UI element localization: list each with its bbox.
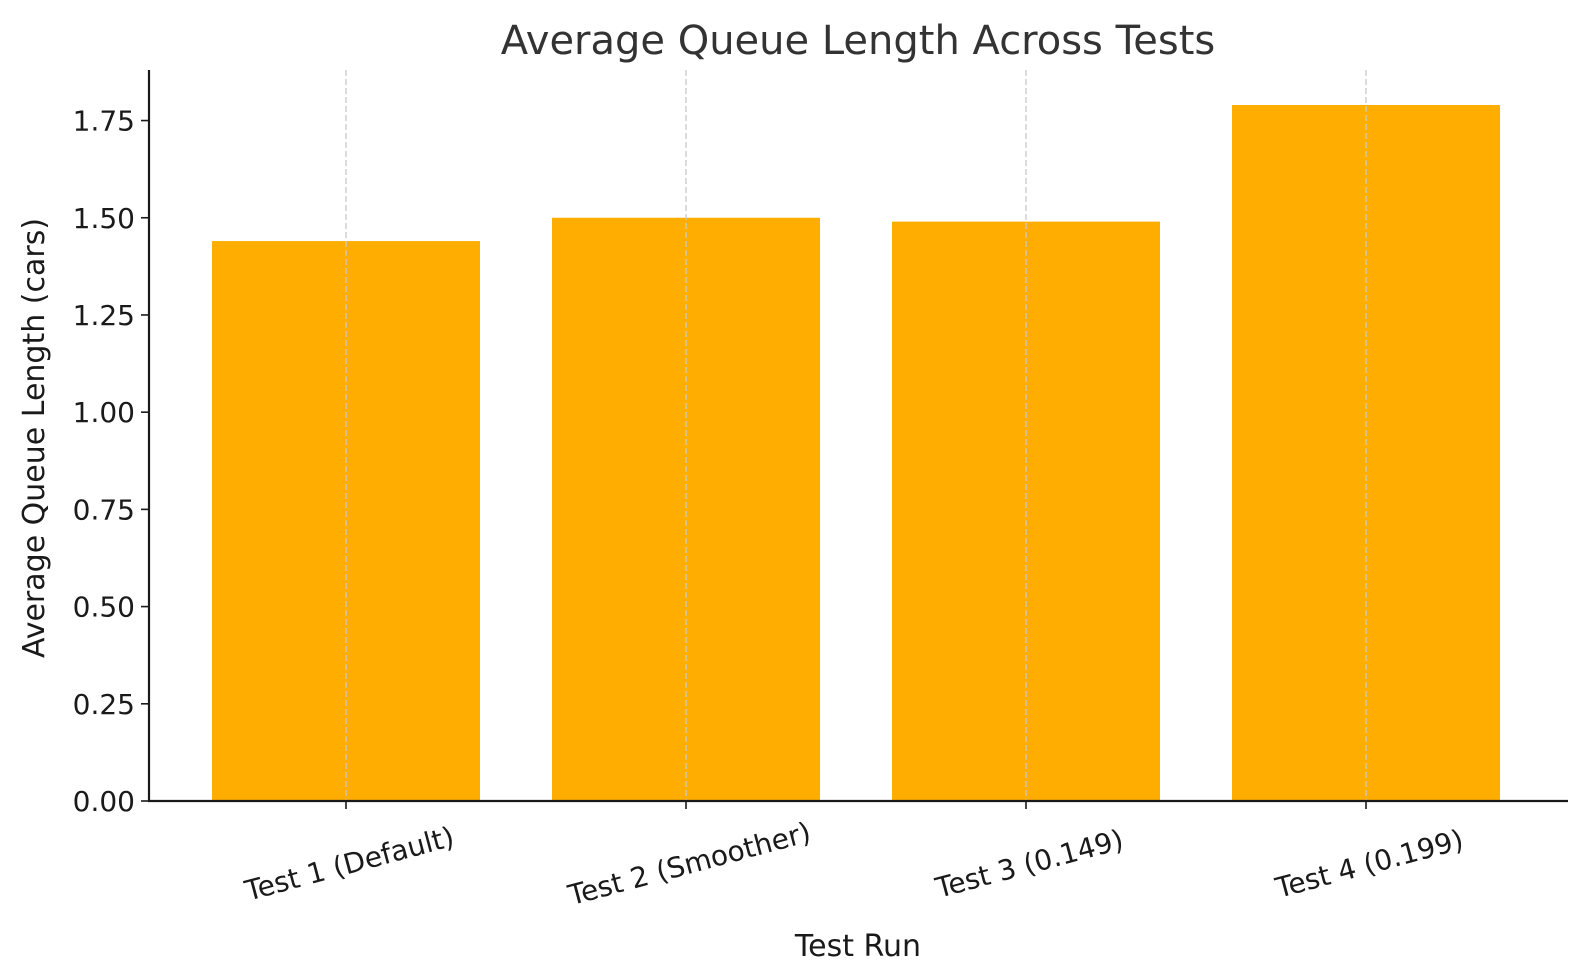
x-tick-label-1: Test 1 (Default) xyxy=(241,820,458,908)
y-tick-label-1: 0.00 xyxy=(73,785,135,818)
y-tick-label-7: 1.50 xyxy=(73,202,135,235)
x-ticks-layer: Test 1 (Default) Test 2 (Smoother) Test 3 … xyxy=(241,801,1467,912)
y-tick-label-2: 0.25 xyxy=(73,688,135,721)
grid-front-layer xyxy=(345,70,1367,801)
x-tick-label-3: Test 3 (0.149) xyxy=(931,823,1127,905)
y-tick-label-5: 1.00 xyxy=(73,396,135,429)
y-tick-label-6: 1.25 xyxy=(73,299,135,332)
y-tick-label-3: 0.50 xyxy=(73,591,135,624)
bars-layer xyxy=(212,104,1500,802)
x-tick-label-2: Test 2 (Smoother) xyxy=(564,816,814,913)
y-tick-label-4: 0.75 xyxy=(73,493,135,526)
y-tick-label-8: 1.75 xyxy=(73,105,135,138)
chart-title: Average Queue Length Across Tests xyxy=(501,18,1215,64)
y-ticks-layer: 0.00 0.25 0.50 0.75 1.00 1.25 1.50 1.75 xyxy=(73,105,149,818)
x-tick-label-4: Test 4 (0.199) xyxy=(1271,823,1467,905)
x-axis-label: Test Run xyxy=(794,929,921,964)
y-axis-label: Average Queue Length (cars) xyxy=(17,218,52,658)
